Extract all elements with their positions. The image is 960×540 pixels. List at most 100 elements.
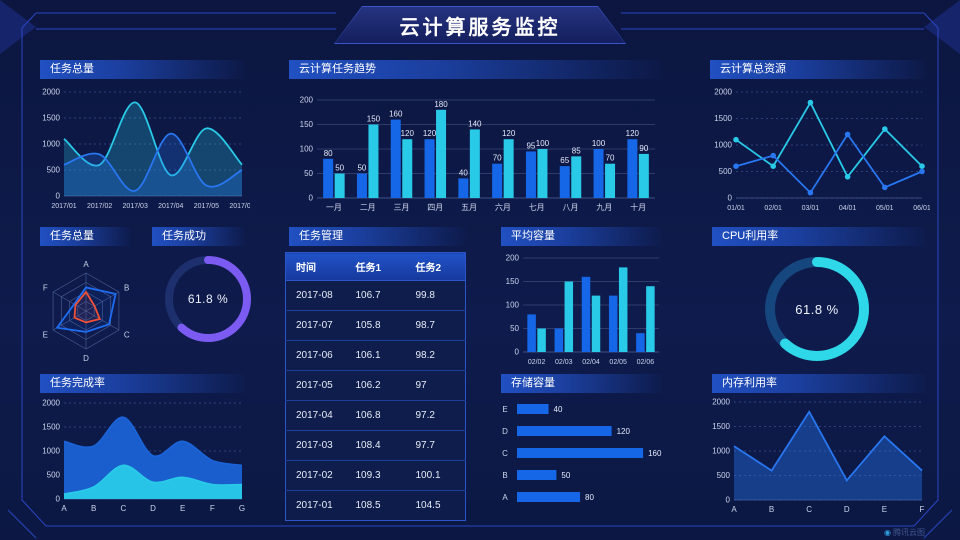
svg-text:1000: 1000 bbox=[42, 447, 60, 456]
svg-text:九月: 九月 bbox=[596, 203, 612, 212]
svg-text:02/01: 02/01 bbox=[764, 205, 782, 212]
svg-text:150: 150 bbox=[300, 120, 314, 129]
task-table: 时间 任务1 任务2 2017-08 106.7 99.8 2017-07 105.8 98.… bbox=[285, 252, 466, 521]
chart-task-trend[interactable]: 0 50 100 150 200 一月 二月 三月 四月 五月 六月 七月 八月 九月 十月 80 50 160 1… bbox=[287, 84, 663, 214]
svg-text:02/02: 02/02 bbox=[528, 359, 546, 366]
svg-text:70: 70 bbox=[493, 154, 502, 163]
svg-text:六月: 六月 bbox=[495, 202, 511, 212]
svg-text:F: F bbox=[43, 284, 48, 293]
svg-text:500: 500 bbox=[717, 471, 731, 480]
table-row: 2017-04 106.8 97.2 bbox=[285, 400, 466, 431]
svg-text:2000: 2000 bbox=[42, 88, 60, 97]
svg-text:180: 180 bbox=[434, 100, 448, 109]
chart-completion[interactable]: 0 500 1000 1500 2000 A B C D E F G bbox=[34, 395, 250, 515]
svg-text:0: 0 bbox=[515, 348, 520, 357]
svg-text:C: C bbox=[120, 504, 126, 513]
table-row: 2017-02 109.3 100.1 bbox=[285, 460, 466, 491]
gauge-cpu[interactable] bbox=[764, 256, 870, 362]
svg-text:80: 80 bbox=[585, 493, 594, 502]
panel-title-total-resources: 云计算总资源 bbox=[710, 60, 926, 79]
svg-text:0: 0 bbox=[726, 496, 731, 505]
table-header-row: 时间 任务1 任务2 bbox=[285, 252, 466, 281]
svg-text:50: 50 bbox=[357, 164, 366, 173]
svg-text:2000: 2000 bbox=[714, 88, 732, 97]
svg-text:2017/02: 2017/02 bbox=[87, 203, 112, 210]
svg-text:02/03: 02/03 bbox=[555, 359, 573, 366]
svg-text:F: F bbox=[210, 504, 215, 513]
svg-text:1500: 1500 bbox=[714, 114, 732, 123]
svg-text:B: B bbox=[91, 504, 96, 513]
table-row: 2017-07 105.8 98.7 bbox=[285, 310, 466, 341]
svg-text:500: 500 bbox=[47, 471, 61, 480]
svg-text:A: A bbox=[61, 504, 67, 513]
svg-text:02/06: 02/06 bbox=[637, 359, 655, 366]
svg-text:100: 100 bbox=[592, 139, 606, 148]
svg-text:50: 50 bbox=[304, 169, 313, 178]
svg-text:500: 500 bbox=[47, 166, 61, 175]
chart-tasks-total[interactable]: 0 500 1000 1500 2000 2017/01 2017/02 2017/03 201… bbox=[34, 84, 255, 212]
chart-total-resources[interactable]: 0 500 1000 1500 2000 01/01 02/01 03/01 04/01 05/0… bbox=[704, 84, 931, 214]
panel-title-tasks-total: 任务总量 bbox=[40, 60, 245, 79]
svg-text:八月: 八月 bbox=[563, 203, 579, 212]
svg-text:0: 0 bbox=[56, 192, 61, 201]
svg-text:2017/03: 2017/03 bbox=[123, 203, 148, 210]
svg-text:140: 140 bbox=[468, 119, 482, 128]
chart-storage[interactable]: E 40 D 120 C 160 B 50 A 80 bbox=[499, 398, 679, 508]
svg-text:80: 80 bbox=[324, 149, 333, 158]
svg-text:02/05: 02/05 bbox=[609, 359, 627, 366]
panel-title-task-table: 任务管理 bbox=[289, 227, 466, 246]
svg-text:100: 100 bbox=[300, 145, 314, 154]
svg-text:04/01: 04/01 bbox=[839, 205, 857, 212]
svg-text:100: 100 bbox=[506, 301, 520, 310]
table-row: 2017-05 106.2 97 bbox=[285, 370, 466, 401]
svg-text:C: C bbox=[124, 331, 130, 340]
svg-text:B: B bbox=[124, 284, 129, 293]
svg-text:2017/04: 2017/04 bbox=[158, 203, 183, 210]
svg-text:十月: 十月 bbox=[630, 202, 646, 212]
brand-logo-icon: ◉ bbox=[884, 528, 891, 537]
svg-text:06/01: 06/01 bbox=[913, 205, 930, 212]
svg-text:160: 160 bbox=[648, 449, 662, 458]
svg-text:F: F bbox=[920, 505, 925, 514]
gauge-task-success[interactable] bbox=[164, 255, 252, 343]
page-title: 云计算服务监控 bbox=[399, 16, 561, 39]
svg-text:70: 70 bbox=[606, 154, 615, 163]
table-header-cell: 时间 bbox=[285, 252, 346, 281]
svg-text:05/01: 05/01 bbox=[876, 205, 894, 212]
svg-text:五月: 五月 bbox=[461, 203, 477, 212]
svg-text:四月: 四月 bbox=[427, 203, 443, 212]
panel-title-cpu: CPU利用率 bbox=[712, 227, 926, 246]
chart-avg-capacity[interactable]: 0 50 100 150 200 02/02 02/03 02/04 02/05 02/06 bbox=[497, 250, 667, 368]
svg-text:200: 200 bbox=[300, 96, 314, 105]
svg-text:七月: 七月 bbox=[529, 203, 545, 212]
panel-title-avg-capacity: 平均容量 bbox=[501, 227, 662, 246]
svg-text:E: E bbox=[180, 504, 185, 513]
svg-text:G: G bbox=[239, 504, 245, 513]
svg-text:C: C bbox=[806, 505, 812, 514]
svg-text:120: 120 bbox=[423, 129, 437, 138]
chart-radar[interactable]: A B C D E F bbox=[34, 248, 138, 370]
svg-text:1000: 1000 bbox=[712, 447, 730, 456]
panel-title-completion: 任务完成率 bbox=[40, 374, 245, 393]
svg-text:1000: 1000 bbox=[42, 140, 60, 149]
svg-text:B: B bbox=[502, 471, 507, 480]
svg-text:50: 50 bbox=[561, 471, 570, 480]
chart-memory[interactable]: 0 500 1000 1500 2000 A B C D E F bbox=[704, 394, 930, 516]
svg-text:50: 50 bbox=[335, 164, 344, 173]
panel-title-storage: 存储容量 bbox=[501, 374, 662, 393]
brand-badge: ◉ 腾讯云图 bbox=[884, 527, 925, 538]
svg-text:A: A bbox=[731, 505, 737, 514]
table-header-cell: 任务2 bbox=[405, 252, 466, 281]
header-banner: 云计算服务监控 bbox=[334, 6, 626, 44]
task-success-value: 61.8 % bbox=[187, 292, 229, 306]
svg-text:150: 150 bbox=[367, 115, 381, 124]
svg-text:1500: 1500 bbox=[42, 423, 60, 432]
svg-text:2017/01: 2017/01 bbox=[51, 203, 76, 210]
svg-text:90: 90 bbox=[639, 144, 648, 153]
svg-text:2000: 2000 bbox=[712, 398, 730, 407]
svg-text:95: 95 bbox=[526, 141, 535, 150]
svg-text:2017/06: 2017/06 bbox=[229, 203, 250, 210]
table-row: 2017-08 106.7 99.8 bbox=[285, 280, 466, 311]
svg-text:二月: 二月 bbox=[360, 203, 376, 212]
